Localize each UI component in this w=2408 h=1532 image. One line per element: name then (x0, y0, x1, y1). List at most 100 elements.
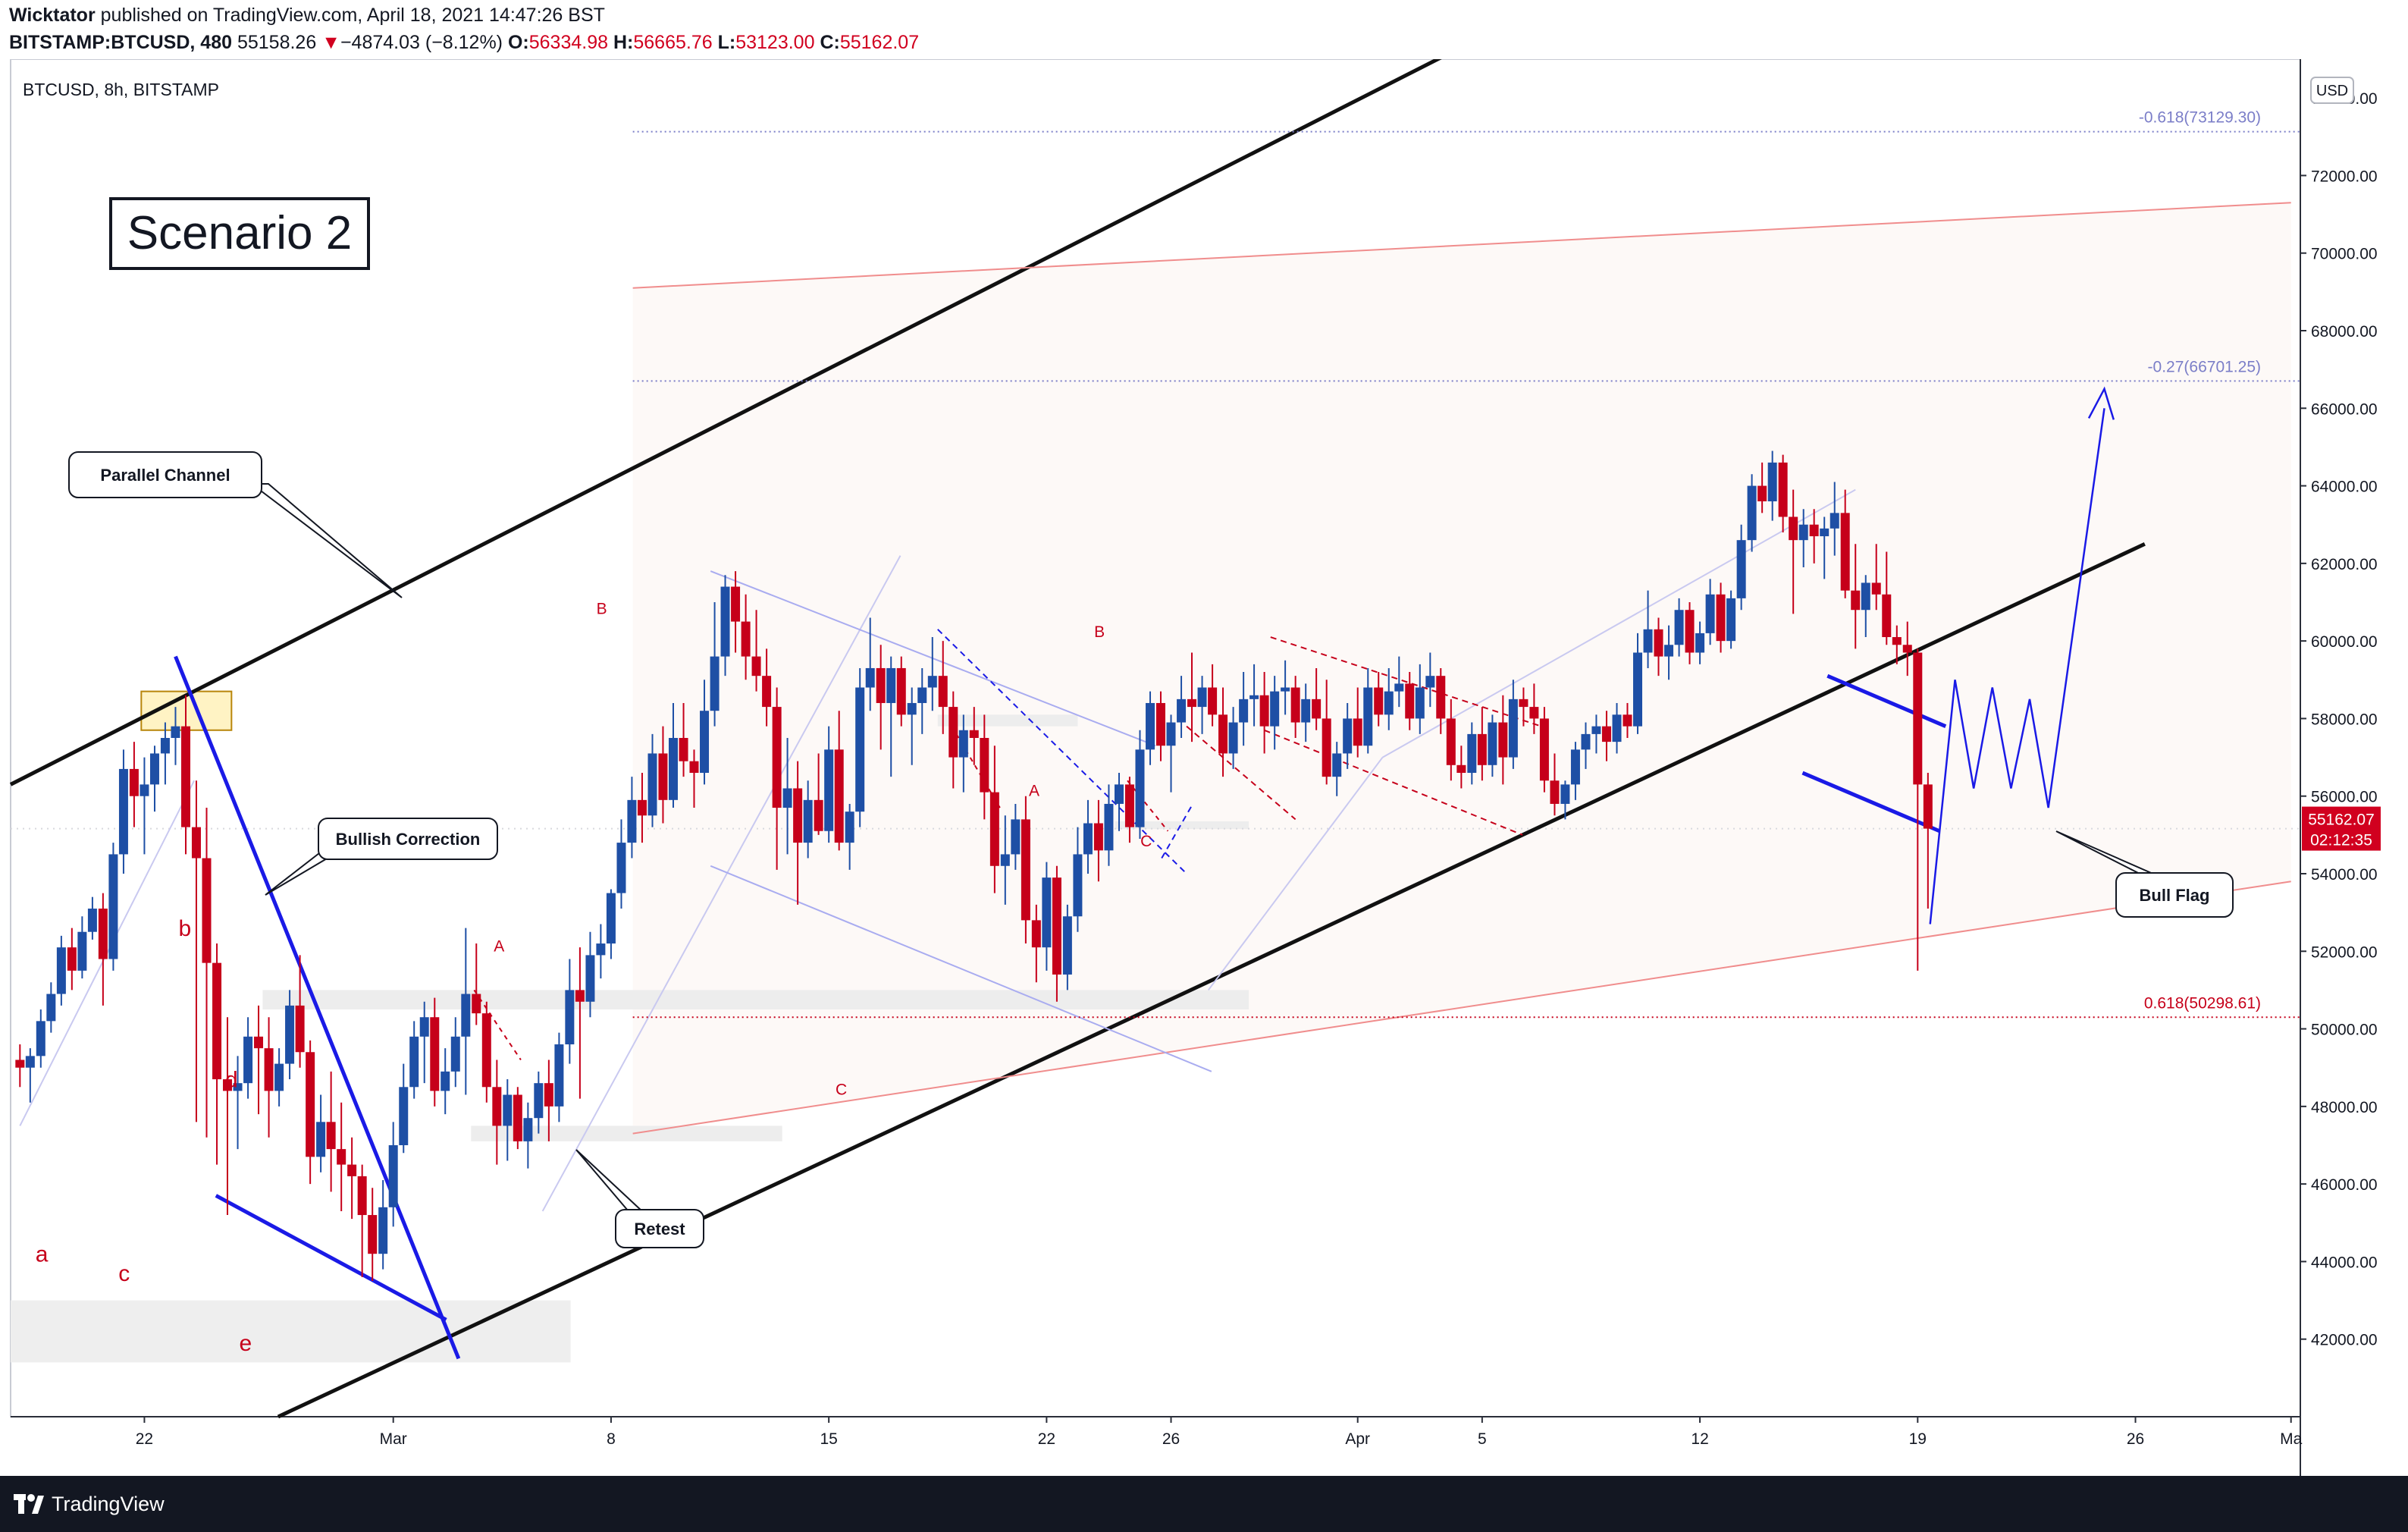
publish-date: published on TradingView.com, April 18, … (100, 5, 605, 26)
candle-body (1312, 699, 1322, 719)
candle-body (295, 1005, 305, 1053)
candle-body (1415, 687, 1425, 719)
retest-callout-box[interactable] (615, 1209, 704, 1248)
candle-body (1104, 803, 1114, 851)
range-bottom-line (632, 881, 2291, 1135)
trend-guide-line (541, 555, 901, 1212)
candle-body (1363, 687, 1373, 746)
candle-body (782, 788, 792, 808)
candle-body (222, 1079, 232, 1091)
wedge-upper-line (174, 655, 461, 1360)
candle-body (865, 667, 875, 688)
candle-body (700, 711, 710, 774)
projection-arrowhead (2087, 386, 2115, 420)
currency-button[interactable]: USD (2310, 77, 2354, 104)
candle-body (1062, 916, 1072, 975)
range-top-line (632, 202, 2291, 289)
candle-body (1840, 513, 1850, 591)
time-tick-label: Mar (380, 1430, 407, 1448)
candle-body (1384, 691, 1394, 715)
candle-body (1405, 683, 1415, 719)
candle-body (585, 955, 595, 1002)
bull-flag-lower (1801, 771, 1940, 833)
high-label: H: (613, 32, 634, 53)
candle-body (1789, 516, 1798, 541)
candle-body (1716, 594, 1726, 642)
last-price-value: 55162.07 (2308, 812, 2375, 829)
price-tick-label: 66000.00 (2311, 400, 2378, 418)
price-change: −4874.03 (−8.12%) (340, 32, 503, 53)
candle-body (751, 656, 761, 677)
candle-body (917, 687, 927, 703)
candle-body (1736, 540, 1746, 598)
price-tick-label: 50000.00 (2311, 1022, 2378, 1039)
candle-body (337, 1149, 346, 1165)
candle-body (1623, 714, 1632, 727)
candle-body (140, 784, 149, 796)
wave-label: C (836, 1082, 847, 1099)
candle-body (596, 943, 606, 956)
time-tick-label: 19 (1909, 1430, 1927, 1448)
author-name[interactable]: Wicktator (9, 5, 96, 26)
wave-label: a (36, 1242, 49, 1267)
bullish-correction-callout-box[interactable] (318, 818, 498, 860)
candle-body (1705, 594, 1715, 633)
candle-body (1052, 877, 1061, 975)
scenario-box[interactable]: Scenario 2 (109, 197, 370, 270)
candle-body (565, 990, 575, 1045)
candle-body (399, 1087, 409, 1145)
candle-body (876, 667, 886, 703)
dashed-channel-line (937, 629, 1187, 874)
fib-level-label: 0.618(50298.61) (2144, 994, 2261, 1012)
candle-body (1664, 645, 1674, 657)
annotations-layer: a b c d e A B C A B C Parallel Channel Bullish Corre… (36, 451, 2234, 1356)
candle-body (1425, 676, 1435, 688)
candle-body (25, 1056, 35, 1068)
low-label: L: (717, 32, 736, 53)
candles-layer (15, 450, 1933, 1281)
candle-body (1135, 749, 1145, 827)
candle-body (1539, 718, 1549, 781)
scenario-label: Scenario 2 (127, 207, 352, 259)
candle-body (534, 1083, 544, 1119)
time-tick-label: Apr (1345, 1430, 1370, 1448)
candle-body (1654, 629, 1663, 657)
bull-flag-projection (1929, 408, 2105, 925)
price-chart[interactable]: -0.618(73129.30) -0.27(66701.25) 0.618(502… (0, 59, 2408, 1476)
candle-body (1177, 699, 1187, 723)
time-axis[interactable]: 22 Mar 8 15 22 26 Apr 5 12 19 26 Ma (136, 1417, 2303, 1448)
candle-body (1394, 683, 1404, 692)
trend-guide-line (1382, 488, 1856, 758)
candle-body (149, 753, 159, 785)
candle-body (1519, 699, 1529, 708)
candle-body (606, 893, 616, 944)
candle-body (1830, 513, 1839, 529)
candle-body (720, 586, 730, 657)
parallel-channel-callout-label: Parallel Channel (100, 466, 230, 485)
candle-body (1124, 784, 1134, 827)
price-axis[interactable]: 42000.00 44000.00 46000.00 48000.00 50000.00… (2300, 90, 2378, 1349)
open-value: 56334.98 (528, 32, 609, 53)
candle-body (1767, 462, 1777, 502)
candle-body (1882, 594, 1892, 638)
time-tick-label: 22 (136, 1430, 153, 1448)
candle-body (212, 962, 222, 1080)
candle-body (896, 667, 906, 715)
candle-body (1446, 718, 1456, 765)
parallel-channel-callout-box[interactable] (68, 451, 262, 498)
candle-body (1633, 652, 1643, 727)
bullish-correction-callout-label: Bullish Correction (336, 830, 481, 849)
price-tick-label: 60000.00 (2311, 633, 2378, 651)
candle-body (77, 931, 87, 971)
candle-body (762, 676, 772, 708)
candle-body (1726, 598, 1736, 642)
wave-label: b (178, 916, 191, 941)
candle-body (1187, 699, 1197, 708)
fib-level-label: -0.27(66701.25) (2148, 358, 2261, 375)
bull-flag-callout-box[interactable] (2115, 872, 2234, 918)
tradingview-logo-icon[interactable] (14, 1491, 44, 1517)
candle-body (1239, 699, 1249, 723)
candle-body (1550, 780, 1560, 804)
wave-label: d (225, 1067, 238, 1092)
candle-body (658, 753, 668, 800)
